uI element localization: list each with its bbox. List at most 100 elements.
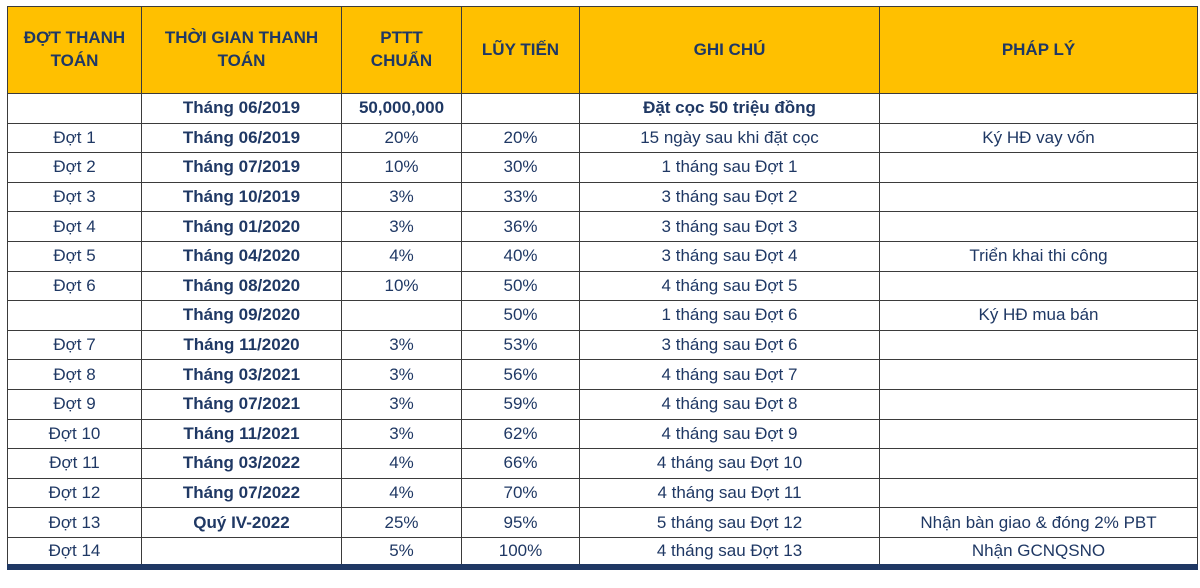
cell-note: 4 tháng sau Đợt 7: [579, 359, 880, 390]
table-row: Đợt 9 Tháng 07/2021 3% 59% 4 tháng sau Đợt 8: [7, 388, 1198, 420]
cell-time: Tháng 07/2022: [141, 477, 342, 509]
cell-dot: [7, 300, 142, 331]
cell-dot: Đợt 3: [7, 181, 142, 213]
cell-luy: 66%: [461, 448, 580, 479]
table-row: Tháng 06/2019 50,000,000 Đặt cọc 50 triệu …: [7, 93, 1198, 124]
cell-legal: [879, 388, 1198, 420]
table-row: Đợt 8 Tháng 03/2021 3% 56% 4 tháng sau Đợt 7: [7, 359, 1198, 390]
table-row: Đợt 10 Tháng 11/2021 3% 62% 4 tháng sau Đợt …: [7, 418, 1198, 450]
cell-luy: 56%: [461, 359, 580, 390]
cell-note: 4 tháng sau Đợt 10: [579, 448, 880, 479]
payment-schedule: ĐỢT THANH TOÁN THỜI GIAN THANH TOÁN PTTT…: [7, 6, 1198, 570]
cell-luy: 50%: [461, 300, 580, 331]
cell-legal: Triển khai thi công: [879, 240, 1198, 272]
cell-dot: Đợt 6: [7, 270, 142, 302]
cell-pttt: [341, 300, 462, 331]
cell-time: Tháng 08/2020: [141, 270, 342, 302]
cell-legal: [879, 152, 1198, 183]
table-row: Đợt 3 Tháng 10/2019 3% 33% 3 tháng sau Đợt 2: [7, 181, 1198, 213]
cell-time: Tháng 01/2020: [141, 211, 342, 242]
cell-legal: [879, 211, 1198, 242]
header-row: ĐỢT THANH TOÁN THỜI GIAN THANH TOÁN PTTT…: [7, 6, 1198, 94]
cell-pttt: 10%: [341, 152, 462, 183]
cell-luy: 53%: [461, 329, 580, 361]
cell-pttt: 3%: [341, 181, 462, 213]
cell-note: 3 tháng sau Đợt 6: [579, 329, 880, 361]
cell-dot: Đợt 7: [7, 329, 142, 361]
cell-pttt: 50,000,000: [341, 93, 462, 124]
cell-time: Tháng 11/2021: [141, 418, 342, 450]
cell-pttt: 25%: [341, 507, 462, 538]
cell-legal: [879, 448, 1198, 479]
cell-luy: 70%: [461, 477, 580, 509]
table-row: Tháng 09/2020 50% 1 tháng sau Đợt 6 Ký HĐ m…: [7, 300, 1198, 331]
cell-pttt: 4%: [341, 477, 462, 509]
cell-dot: Đợt 9: [7, 388, 142, 420]
cell-pttt: 3%: [341, 329, 462, 361]
column-header-pttt-chuan: PTTT CHUẨN: [341, 6, 462, 94]
table-row: Đợt 7 Tháng 11/2020 3% 53% 3 tháng sau Đợt 6: [7, 329, 1198, 361]
cell-luy: 40%: [461, 240, 580, 272]
cell-time: Quý IV-2022: [141, 507, 342, 538]
cell-note: 15 ngày sau khi đặt cọc: [579, 122, 880, 154]
column-header-phap-ly: PHÁP LÝ: [879, 6, 1198, 94]
cell-legal: [879, 93, 1198, 124]
cell-time: Tháng 06/2019: [141, 122, 342, 154]
cell-dot: Đợt 8: [7, 359, 142, 390]
cell-luy: [461, 93, 580, 124]
cell-note: 5 tháng sau Đợt 12: [579, 507, 880, 538]
cell-note: 3 tháng sau Đợt 4: [579, 240, 880, 272]
table-body: Tháng 06/2019 50,000,000 Đặt cọc 50 triệu …: [7, 93, 1198, 568]
cell-luy: 95%: [461, 507, 580, 538]
table-row: Đợt 14 5% 100% 4 tháng sau Đợt 13 Nhận GCNQS…: [7, 536, 1198, 568]
cell-time: Tháng 07/2019: [141, 152, 342, 183]
table-row: Đợt 12 Tháng 07/2022 4% 70% 4 tháng sau Đợt …: [7, 477, 1198, 509]
cell-time: Tháng 04/2020: [141, 240, 342, 272]
column-header-thoi-gian-thanh-toan: THỜI GIAN THANH TOÁN: [141, 6, 342, 94]
cell-pttt: 4%: [341, 240, 462, 272]
cell-note: Đặt cọc 50 triệu đồng: [579, 93, 880, 124]
cell-legal: Nhận bàn giao & đóng 2% PBT: [879, 507, 1198, 538]
cell-time: Tháng 06/2019: [141, 93, 342, 124]
cell-luy: 20%: [461, 122, 580, 154]
cell-dot: Đợt 2: [7, 152, 142, 183]
cell-legal: [879, 270, 1198, 302]
table-row: Đợt 2 Tháng 07/2019 10% 30% 1 tháng sau Đợt …: [7, 152, 1198, 183]
cell-dot: Đợt 4: [7, 211, 142, 242]
cell-time: Tháng 07/2021: [141, 388, 342, 420]
cell-dot: Đợt 11: [7, 448, 142, 479]
cell-time: Tháng 09/2020: [141, 300, 342, 331]
cell-luy: 36%: [461, 211, 580, 242]
cell-note: 3 tháng sau Đợt 3: [579, 211, 880, 242]
table-header: ĐỢT THANH TOÁN THỜI GIAN THANH TOÁN PTTT…: [7, 6, 1198, 94]
cell-pttt: 3%: [341, 388, 462, 420]
table-row: Đợt 11 Tháng 03/2022 4% 66% 4 tháng sau Đợt …: [7, 448, 1198, 479]
table-row: Đợt 6 Tháng 08/2020 10% 50% 4 tháng sau Đợt …: [7, 270, 1198, 302]
cell-legal: [879, 329, 1198, 361]
cell-time: Tháng 03/2021: [141, 359, 342, 390]
cell-note: 3 tháng sau Đợt 2: [579, 181, 880, 213]
table-row: Đợt 4 Tháng 01/2020 3% 36% 3 tháng sau Đợt 3: [7, 211, 1198, 242]
payment-schedule-table: ĐỢT THANH TOÁN THỜI GIAN THANH TOÁN PTTT…: [7, 6, 1198, 570]
cell-legal: [879, 418, 1198, 450]
cell-pttt: 4%: [341, 448, 462, 479]
cell-legal: Ký HĐ mua bán: [879, 300, 1198, 331]
cell-pttt: 5%: [341, 536, 462, 568]
cell-luy: 33%: [461, 181, 580, 213]
column-header-ghi-chu: GHI CHÚ: [579, 6, 880, 94]
cell-time: [141, 536, 342, 568]
cell-dot: [7, 93, 142, 124]
table-row: Đợt 5 Tháng 04/2020 4% 40% 3 tháng sau Đợt 4…: [7, 240, 1198, 272]
cell-dot: Đợt 5: [7, 240, 142, 272]
column-header-dot-thanh-toan: ĐỢT THANH TOÁN: [7, 6, 142, 94]
cell-luy: 30%: [461, 152, 580, 183]
cell-legal: [879, 359, 1198, 390]
cell-dot: Đợt 14: [7, 536, 142, 568]
cell-time: Tháng 11/2020: [141, 329, 342, 361]
cell-note: 4 tháng sau Đợt 11: [579, 477, 880, 509]
cell-luy: 100%: [461, 536, 580, 568]
table-row: Đợt 1 Tháng 06/2019 20% 20% 15 ngày sau khi …: [7, 122, 1198, 154]
cell-dot: Đợt 13: [7, 507, 142, 538]
cell-time: Tháng 03/2022: [141, 448, 342, 479]
cell-note: 1 tháng sau Đợt 6: [579, 300, 880, 331]
